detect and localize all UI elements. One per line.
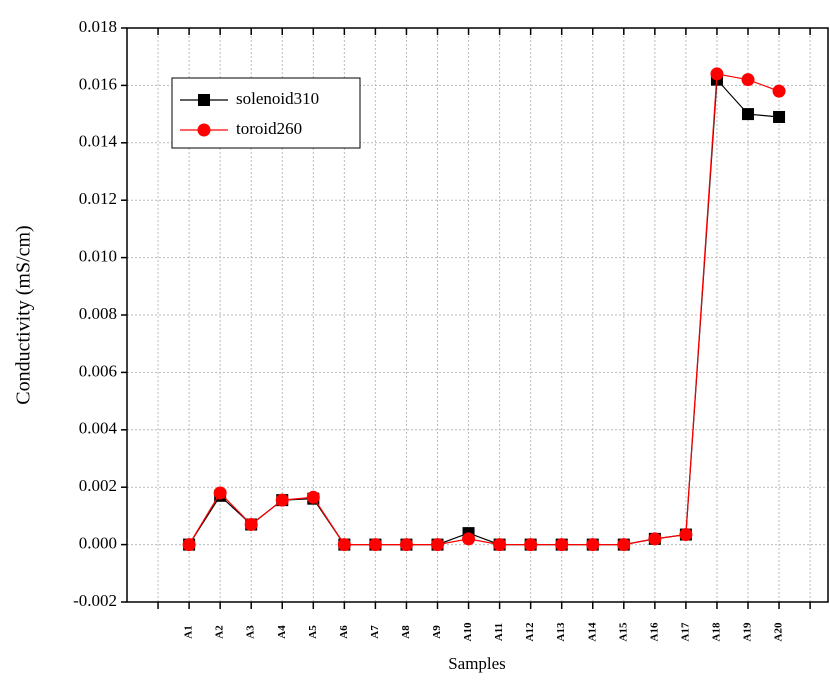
y-axis-label: Conductivity (mS/cm) bbox=[13, 225, 35, 404]
marker bbox=[524, 538, 538, 552]
x-tick-label: A1 bbox=[183, 625, 195, 638]
marker bbox=[493, 538, 507, 552]
x-axis-label: Samples bbox=[448, 654, 506, 673]
legend-label: toroid260 bbox=[236, 119, 302, 138]
marker bbox=[617, 538, 631, 552]
y-tick-label: 0.006 bbox=[79, 361, 117, 380]
x-tick-label: A16 bbox=[648, 622, 660, 641]
y-tick-label: 0.008 bbox=[79, 304, 117, 323]
marker bbox=[399, 538, 413, 552]
x-tick-label: A7 bbox=[369, 625, 381, 639]
plot-frame bbox=[126, 27, 829, 603]
marker bbox=[368, 538, 382, 552]
x-tick-label: A3 bbox=[245, 625, 257, 639]
legend-label: solenoid310 bbox=[236, 89, 319, 108]
x-tick-label: A14 bbox=[586, 622, 598, 641]
x-tick-label: A4 bbox=[276, 625, 288, 639]
marker bbox=[742, 108, 754, 121]
x-tick-label: A13 bbox=[555, 622, 567, 641]
y-tick-label: 0.010 bbox=[79, 247, 117, 266]
series-line bbox=[188, 78, 780, 546]
marker bbox=[275, 493, 289, 507]
x-tick-label: A2 bbox=[214, 625, 226, 639]
marker bbox=[213, 486, 227, 500]
x-tick-label: A20 bbox=[773, 622, 785, 641]
marker bbox=[679, 528, 693, 542]
marker bbox=[431, 538, 444, 552]
x-tick-label: A9 bbox=[431, 625, 443, 639]
x-tick-label: A17 bbox=[679, 622, 691, 641]
marker bbox=[337, 538, 351, 552]
x-tick-label: A11 bbox=[493, 623, 505, 641]
marker bbox=[710, 67, 724, 81]
x-tick-label: A19 bbox=[742, 622, 754, 641]
marker bbox=[772, 84, 786, 98]
x-tick-label: A6 bbox=[338, 625, 350, 639]
y-tick-label: 0.012 bbox=[79, 189, 117, 208]
marker bbox=[244, 518, 258, 532]
x-tick-label: A8 bbox=[400, 625, 412, 639]
marker bbox=[462, 532, 476, 546]
x-tick-label: A15 bbox=[617, 622, 629, 641]
marker bbox=[182, 538, 196, 552]
y-tick-label: 0.004 bbox=[79, 419, 118, 438]
marker bbox=[586, 538, 600, 552]
y-tick-label: 0.018 bbox=[79, 17, 117, 36]
marker bbox=[306, 490, 320, 504]
x-tick-label: A5 bbox=[307, 625, 319, 639]
marker bbox=[773, 110, 786, 123]
marker bbox=[648, 532, 662, 546]
marker bbox=[741, 73, 755, 87]
y-tick-label: 0.016 bbox=[79, 74, 117, 93]
x-tick-label: A18 bbox=[710, 622, 722, 641]
y-tick-label: -0.002 bbox=[73, 591, 117, 610]
x-tick-label: A10 bbox=[462, 622, 474, 641]
y-tick-label: 0.002 bbox=[79, 476, 117, 495]
x-tick-label: A12 bbox=[524, 622, 536, 641]
marker bbox=[555, 538, 569, 552]
y-tick-label: 0.000 bbox=[79, 534, 117, 553]
marker bbox=[198, 94, 210, 106]
y-tick-label: 0.014 bbox=[79, 132, 118, 151]
marker bbox=[197, 123, 211, 137]
